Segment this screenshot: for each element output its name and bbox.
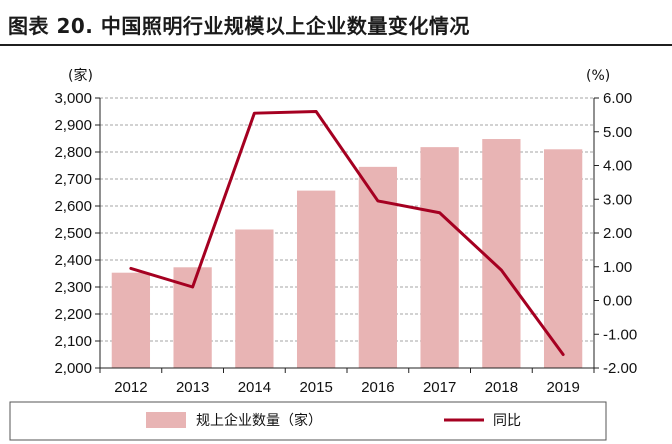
y-right-tick-label: -2.00 [603, 360, 637, 377]
y-left-unit-label: (家) [68, 67, 93, 84]
y-left-tick-label: 2,400 [54, 252, 92, 269]
legend-bar-label: 规上企业数量（家） [196, 412, 322, 429]
bar [111, 272, 151, 368]
y-right-tick-label: -1.00 [603, 326, 637, 343]
title-divider [0, 44, 672, 46]
y-left-tick-label: 3,000 [54, 90, 92, 107]
x-tick-label: 2019 [546, 379, 579, 396]
yoy-line [129, 110, 565, 356]
y-right-tick-label: 3.00 [603, 191, 632, 208]
y-left-tick-label: 2,900 [54, 117, 92, 134]
chart-title: 图表 20. 中国照明行业规模以上企业数量变化情况 [8, 14, 470, 38]
bar [296, 190, 336, 368]
bar [235, 229, 274, 368]
bar [420, 147, 459, 368]
y-right-unit-label: (%) [586, 68, 610, 84]
bar [358, 166, 398, 368]
y-left-tick-label: 2,000 [54, 360, 92, 377]
x-tick-label: 2014 [238, 379, 271, 396]
bar [482, 139, 521, 368]
y-left-tick-label: 2,700 [54, 171, 92, 188]
y-right-tick-label: 6.00 [603, 90, 632, 107]
axes [95, 97, 599, 373]
legend-line-label: 同比 [493, 413, 521, 429]
y-right-tick-label: 1.00 [603, 259, 632, 276]
y-right-tick-label: 0.00 [603, 293, 632, 310]
y-left-tick-label: 2,200 [54, 306, 92, 323]
y-left-tick-label: 2,600 [54, 198, 92, 215]
x-tick-label: 2015 [299, 379, 332, 396]
x-tick-label: 2016 [361, 379, 394, 396]
x-tick-label: 2018 [485, 379, 518, 396]
legend: 规上企业数量（家） 同比 [9, 401, 607, 441]
x-tick-label: 2013 [176, 379, 209, 396]
x-tick-label: 2012 [114, 379, 147, 396]
y-left-tick-label: 2,800 [54, 144, 92, 161]
y-right-tick-label: 4.00 [603, 158, 632, 175]
legend-box [9, 401, 607, 441]
legend-bar-swatch [146, 412, 186, 428]
bar-series [111, 139, 583, 368]
tick-labels: 2,000 2,100 2,200 2,300 2,400 2,500 2,600 2,700… [54, 90, 637, 396]
bar [543, 149, 583, 368]
y-left-tick-label: 2,100 [54, 333, 92, 350]
y-left-tick-label: 2,500 [54, 225, 92, 242]
y-right-tick-label: 2.00 [603, 225, 632, 242]
line-series [129, 110, 565, 356]
y-left-tick-label: 2,300 [54, 279, 92, 296]
y-right-tick-label: 5.00 [603, 124, 632, 141]
x-tick-label: 2017 [423, 379, 456, 396]
